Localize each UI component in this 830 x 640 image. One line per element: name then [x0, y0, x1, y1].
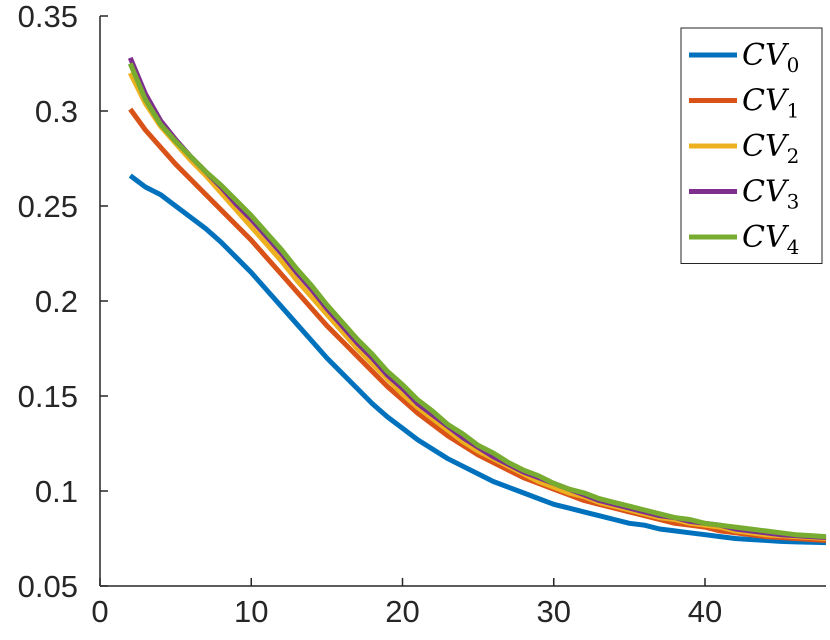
- legend-item: CV3: [689, 175, 799, 214]
- y-tick-label: 0.3: [35, 94, 78, 129]
- x-tick-label: 30: [537, 594, 571, 629]
- legend-item: CV0: [689, 38, 799, 77]
- legend-label: CV0: [742, 38, 799, 77]
- series-line-0: [128, 173, 827, 546]
- legend-label-subscript: 4: [787, 235, 800, 259]
- y-tick-label: 0.15: [18, 379, 78, 414]
- legend-label-text: CV: [742, 84, 790, 119]
- y-tick-label: 0.35: [18, 0, 78, 34]
- legend-label: CV4: [742, 220, 799, 259]
- legend-item: CV1: [689, 84, 799, 123]
- legend-label-text: CV: [742, 220, 790, 255]
- x-tick-label: 20: [385, 594, 419, 629]
- legend-label: CV2: [742, 129, 799, 168]
- series-layer: [127, 56, 827, 546]
- axes: 0 10 20 30 400.050.10.150.20.250.30.35: [18, 0, 826, 629]
- series-line-1: [128, 107, 827, 543]
- legend-label-subscript: 0: [787, 53, 800, 77]
- x-tick-label: 10: [234, 594, 268, 629]
- y-tick-label: 0.1: [35, 474, 78, 509]
- series-line-4: [127, 62, 827, 540]
- legend-item: CV4: [689, 220, 799, 259]
- x-tick-label: 0: [91, 594, 108, 629]
- legend-label-text: CV: [742, 38, 790, 73]
- legend-label-text: CV: [742, 129, 790, 164]
- legend-label-subscript: 2: [787, 144, 800, 168]
- legend-label-text: CV: [742, 175, 790, 210]
- legend-label: CV3: [742, 175, 799, 214]
- legend-label-subscript: 3: [787, 190, 800, 214]
- y-tick-label: 0.2: [35, 284, 78, 319]
- y-tick-label: 0.25: [18, 189, 78, 224]
- legend-label-subscript: 1: [787, 99, 800, 123]
- x-tick-label: 40: [688, 594, 722, 629]
- legend-item: CV2: [689, 129, 799, 168]
- y-tick-label: 0.05: [18, 569, 78, 604]
- legend-label: CV1: [742, 84, 799, 123]
